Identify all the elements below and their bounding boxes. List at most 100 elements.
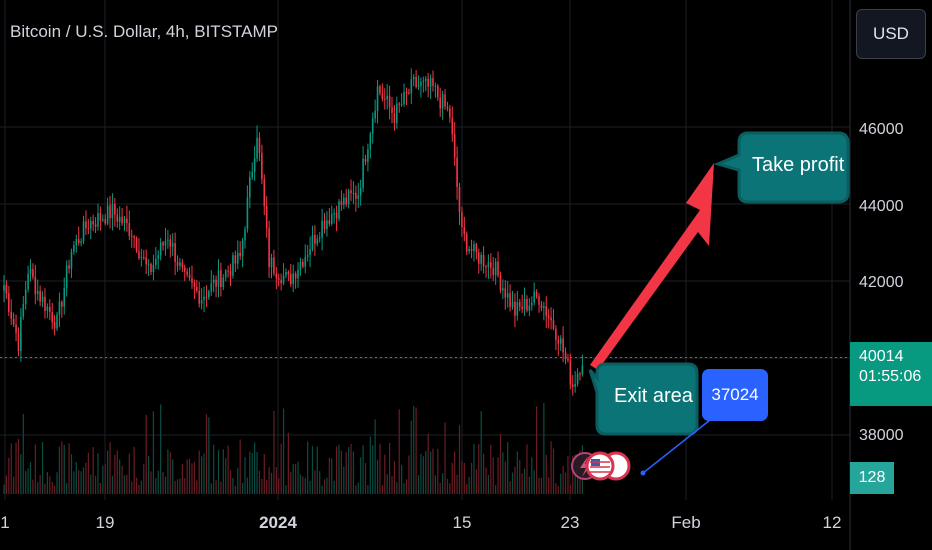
- price-note-label[interactable]: 37024: [702, 369, 768, 421]
- volume-bar: [131, 481, 133, 494]
- time-tick: 2024: [259, 513, 297, 532]
- label-anchor-dot: [640, 470, 646, 476]
- volume-bar: [217, 449, 220, 494]
- candle-body: [162, 242, 164, 246]
- price-tick: 42000: [859, 274, 904, 291]
- volume-bar: [97, 453, 99, 494]
- candle-body: [357, 195, 360, 199]
- volume-bar: [425, 451, 427, 494]
- candle-body: [403, 91, 405, 104]
- candle-body: [157, 255, 160, 259]
- candle-body: [65, 265, 68, 288]
- candle-body: [343, 197, 345, 205]
- candle-body: [183, 267, 186, 272]
- candle-body: [289, 274, 292, 285]
- volume-bar: [536, 406, 538, 494]
- volume-bar: [374, 419, 376, 494]
- candle-body: [249, 177, 251, 198]
- candle-body: [285, 271, 287, 276]
- volume-bar: [292, 464, 294, 494]
- volume-bar: [295, 463, 297, 494]
- exit-area-label: Exit area: [614, 385, 693, 407]
- volume-bar: [398, 409, 400, 494]
- candle-body: [400, 103, 403, 105]
- candle-body: [444, 94, 446, 107]
- volume-bar: [314, 470, 316, 494]
- volume-bar: [148, 456, 150, 494]
- candle-body: [453, 134, 456, 158]
- candle-body: [85, 221, 87, 229]
- volume-bar: [432, 448, 434, 494]
- volume-bar: [550, 441, 552, 494]
- candle-body: [352, 192, 355, 194]
- volume-bar: [114, 454, 116, 494]
- volume-bar: [145, 414, 147, 494]
- volume-bar: [261, 478, 263, 494]
- candle-body: [121, 216, 123, 224]
- candle-body: [89, 221, 92, 229]
- candle-body: [388, 95, 391, 108]
- candle-body: [109, 205, 111, 219]
- candle-body: [309, 249, 311, 256]
- volume-bar: [205, 414, 208, 494]
- volume-bar: [116, 450, 118, 494]
- volume-bar: [502, 452, 504, 494]
- volume-bar: [73, 471, 75, 494]
- candle-body: [265, 206, 268, 229]
- candle-body: [282, 275, 285, 284]
- candle-body: [350, 190, 352, 194]
- volume-bar: [405, 479, 408, 494]
- price-tick: 44000: [859, 198, 904, 215]
- volume-bar: [299, 474, 302, 494]
- candle-body: [176, 261, 179, 266]
- candle-body: [540, 304, 543, 308]
- candle-body: [552, 320, 555, 329]
- volume-bar: [369, 436, 371, 494]
- volume-bars: [3, 402, 583, 494]
- volume-bar: [533, 470, 535, 494]
- candle-body: [330, 214, 333, 224]
- candle-body: [220, 270, 222, 288]
- volume-bar: [290, 471, 292, 494]
- candle-body: [369, 133, 372, 150]
- candle-body: [521, 306, 523, 310]
- candle-body: [268, 228, 270, 268]
- volume-bar: [468, 476, 470, 494]
- volume-bar: [470, 462, 473, 494]
- volume-bar: [222, 449, 224, 494]
- volume-bar: [39, 475, 41, 494]
- candle-body: [77, 239, 80, 244]
- currency-button[interactable]: USD: [856, 9, 926, 59]
- candle-body: [46, 306, 49, 311]
- volume-bar: [352, 451, 355, 494]
- candle-body: [340, 201, 343, 205]
- volume-bar: [364, 463, 367, 494]
- candle-body: [92, 221, 94, 225]
- volume-bar: [162, 471, 164, 494]
- volume-bar: [126, 474, 128, 494]
- candle-body: [492, 267, 495, 276]
- candle-body: [164, 240, 167, 246]
- volume-bar: [22, 414, 24, 494]
- candle-body: [36, 291, 39, 295]
- candle-body: [446, 106, 449, 109]
- candle-body: [68, 265, 70, 269]
- candle-body: [258, 137, 261, 153]
- volume-bar: [509, 481, 511, 494]
- candle-body: [53, 322, 56, 329]
- volume-bar: [246, 477, 249, 494]
- volume-bar: [343, 466, 345, 494]
- candle-body: [150, 264, 152, 272]
- volume-bar: [138, 484, 140, 494]
- candle-body: [128, 223, 131, 236]
- candle-body: [241, 240, 244, 257]
- candle-body: [253, 158, 256, 172]
- candle-body: [432, 78, 434, 86]
- volume-bar: [270, 472, 273, 494]
- volume-bar: [408, 455, 410, 494]
- candle-body: [244, 229, 246, 241]
- candle-body: [449, 108, 451, 118]
- candle-body: [140, 256, 143, 259]
- candle-body: [133, 236, 135, 238]
